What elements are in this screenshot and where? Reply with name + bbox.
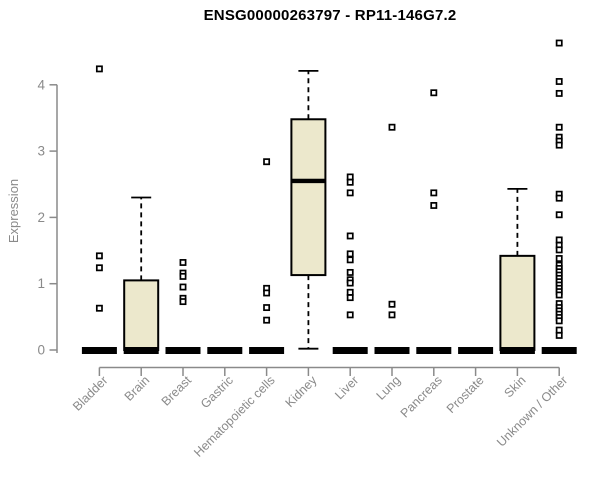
y-tick-label: 1 [37, 276, 45, 291]
x-category-label: Liver [332, 373, 361, 402]
outlier-point [555, 39, 563, 47]
outlier-point [95, 304, 103, 312]
collapsed-box [374, 347, 410, 354]
x-category-label: Skin [501, 373, 528, 400]
collapsed-box [458, 347, 494, 354]
outlier-point [388, 300, 396, 308]
outlier-point [95, 264, 103, 272]
collapsed-box [207, 347, 243, 354]
collapsed-box [416, 347, 452, 354]
x-category-label: Kidney [283, 373, 320, 410]
collapsed-box [541, 347, 577, 354]
outlier-point [346, 294, 354, 302]
outlier-point [346, 189, 354, 197]
box [123, 279, 160, 352]
outlier-point [346, 173, 354, 181]
outlier-point [346, 250, 354, 258]
outlier-point [346, 268, 354, 276]
y-tick-label: 2 [37, 210, 45, 225]
outlier-point [555, 331, 563, 339]
collapsed-box [165, 347, 201, 354]
x-category-label: Lung [374, 373, 404, 403]
outlier-point [179, 283, 187, 291]
outlier-point [346, 288, 354, 296]
box [499, 254, 536, 351]
outlier-point [555, 123, 563, 131]
outlier-point [179, 272, 187, 280]
outlier-point [179, 259, 187, 266]
outlier-point [95, 65, 103, 73]
y-tick-label: 3 [37, 144, 45, 159]
outlier-point [346, 256, 354, 264]
x-category-label: Bladder [70, 373, 110, 413]
outlier-point [555, 211, 563, 219]
collapsed-box [81, 347, 117, 354]
outlier-point [263, 158, 271, 166]
outlier-point [430, 89, 438, 97]
collapsed-box [332, 347, 368, 354]
x-category-label: Breast [159, 373, 195, 409]
x-category-label: Brain [122, 373, 153, 404]
outlier-point [263, 289, 271, 297]
median-line [291, 178, 326, 184]
outlier-point [555, 78, 563, 85]
x-category-label: Pancreas [398, 373, 445, 420]
outlier-point [430, 189, 438, 197]
x-category-label: Hematopoietic cells [191, 373, 278, 460]
median-line [123, 347, 159, 354]
outlier-point [555, 89, 563, 97]
outlier-point [346, 232, 354, 240]
outlier-point [346, 311, 354, 319]
outlier-point [388, 123, 396, 131]
x-category-label: Prostate [444, 373, 487, 416]
y-tick-label: 0 [37, 343, 45, 358]
outlier-point [555, 291, 563, 299]
box [290, 118, 327, 277]
collapsed-box [249, 347, 285, 354]
y-tick-label: 4 [37, 77, 45, 92]
x-category-label: Gastric [198, 373, 236, 411]
outlier-point [555, 141, 563, 149]
outlier-point [555, 246, 563, 254]
outlier-point [555, 236, 563, 244]
chart-title: ENSG00000263797 - RP11-146G7.2 [203, 7, 457, 24]
x-category-label: Unknown / Other [494, 373, 570, 449]
outlier-point [555, 255, 563, 262]
outlier-point [179, 298, 187, 306]
outlier-point [346, 178, 354, 186]
outlier-point [555, 317, 563, 325]
outlier-point [263, 316, 271, 324]
outlier-point [430, 202, 438, 209]
outlier-point [263, 304, 271, 312]
outlier-point [388, 311, 396, 319]
outlier-point [555, 194, 563, 202]
outlier-point [95, 252, 103, 260]
outlier-point [555, 326, 563, 334]
outlier-point [346, 279, 354, 287]
median-line [499, 347, 535, 354]
